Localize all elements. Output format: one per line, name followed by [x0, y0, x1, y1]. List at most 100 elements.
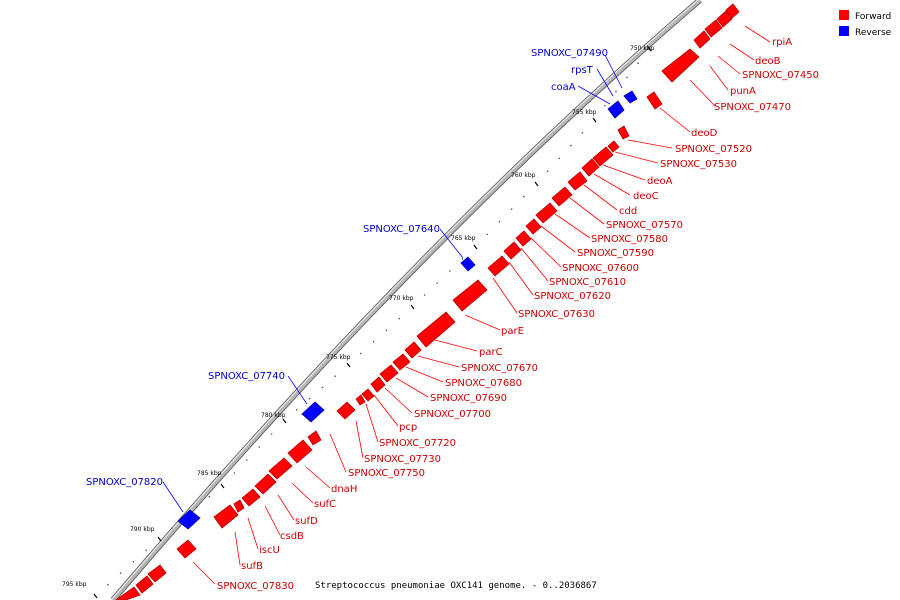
gene-arrow-forward[interactable]: [661, 48, 700, 83]
gene-arrow-forward[interactable]: [592, 146, 614, 167]
minor-tick: [581, 132, 584, 134]
minor-tick: [296, 409, 298, 411]
gene-arrow-reverse[interactable]: [301, 401, 325, 423]
gene-label[interactable]: sufC: [314, 499, 336, 510]
gene-label[interactable]: dnaH: [331, 484, 357, 495]
gene-arrow-forward[interactable]: [535, 202, 558, 224]
minor-tick: [208, 495, 211, 498]
gene-arrow-reverse[interactable]: [460, 256, 476, 272]
gene-label[interactable]: coaA: [551, 82, 576, 93]
gene-label[interactable]: punA: [730, 86, 756, 97]
gene-arrow-forward[interactable]: [617, 125, 630, 140]
gene-label[interactable]: SPNOXC_07740: [208, 371, 285, 382]
genome-backbone: [110, 0, 702, 600]
gene-arrow-forward[interactable]: [176, 539, 197, 559]
scale-tick-label: 750 kbp: [630, 45, 655, 52]
gene-arrow-forward[interactable]: [515, 230, 532, 247]
gene-arrow-forward[interactable]: [379, 364, 399, 383]
gene-arrow-forward[interactable]: [233, 499, 245, 513]
gene-label[interactable]: deoD: [691, 128, 718, 139]
gene-arrow-forward[interactable]: [551, 186, 573, 207]
gene-arrow-forward[interactable]: [704, 19, 723, 38]
gene-label[interactable]: SPNOXC_07750: [348, 468, 425, 479]
gene-arrow-forward[interactable]: [392, 353, 411, 371]
gene-label[interactable]: SPNOXC_07470: [714, 102, 791, 113]
gene-arrow-forward[interactable]: [693, 30, 711, 49]
gene-arrow-forward[interactable]: [115, 586, 141, 600]
gene-label[interactable]: sufB: [241, 561, 263, 572]
gene-arrow-forward[interactable]: [355, 394, 366, 406]
gene-label[interactable]: csdB: [280, 531, 304, 542]
gene-label[interactable]: SPNOXC_07720: [379, 438, 456, 449]
gene-label[interactable]: pcp: [399, 422, 417, 433]
gene-arrow-forward[interactable]: [254, 473, 277, 495]
gene-arrow-forward[interactable]: [307, 430, 322, 446]
gene-label[interactable]: SPNOXC_07630: [518, 309, 595, 320]
gene-label[interactable]: SPNOXC_07620: [534, 291, 611, 302]
gene-arrow-forward[interactable]: [716, 10, 733, 28]
gene-arrow-forward[interactable]: [213, 504, 239, 529]
gene-label[interactable]: SPNOXC_07600: [562, 263, 639, 274]
gene-arrow-forward[interactable]: [241, 488, 261, 507]
minor-tick: [132, 561, 135, 563]
gene-arrow-forward[interactable]: [452, 279, 488, 312]
gene-label[interactable]: deoB: [755, 56, 781, 67]
legend-label-reverse: Reverse: [855, 28, 892, 38]
gene-label[interactable]: parC: [479, 347, 503, 358]
gene-arrow-forward[interactable]: [268, 457, 293, 480]
gene-arrow-forward[interactable]: [567, 171, 588, 191]
gene-label[interactable]: SPNOXC_07450: [742, 70, 819, 81]
reverse-gene-labels: SPNOXC_07490 rpsT coaA SPNOXC_07640 SPNO…: [86, 48, 608, 488]
gene-arrow-forward[interactable]: [725, 3, 740, 19]
gene-arrow-reverse[interactable]: [177, 509, 201, 530]
gene-label[interactable]: iscU: [259, 545, 280, 556]
gene-label[interactable]: SPNOXC_07670: [461, 363, 538, 374]
gene-label[interactable]: deoC: [633, 191, 659, 202]
gene-label[interactable]: SPNOXC_07730: [364, 454, 441, 465]
minor-tick: [449, 270, 451, 272]
legend: Forward Reverse: [839, 10, 892, 38]
gene-arrow-forward[interactable]: [607, 140, 620, 153]
gene-arrow-forward[interactable]: [147, 564, 167, 583]
gene-label[interactable]: SPNOXC_07700: [414, 409, 491, 420]
minor-tick-dots: [107, 62, 639, 586]
gene-arrow-forward[interactable]: [581, 158, 600, 177]
gene-label[interactable]: SPNOXC_07520: [675, 144, 752, 155]
gene-label[interactable]: SPNOXC_07490: [531, 48, 608, 59]
forward-leader-lines: [192, 25, 771, 585]
gene-arrow-reverse[interactable]: [607, 100, 625, 119]
gene-label[interactable]: SPNOXC_07640: [363, 224, 440, 235]
gene-label[interactable]: SPNOXC_07580: [591, 234, 668, 245]
gene-arrow-reverse[interactable]: [623, 90, 638, 104]
gene-label[interactable]: rpsT: [571, 65, 594, 76]
gene-label[interactable]: parE: [501, 326, 524, 337]
gene-arrow-forward[interactable]: [287, 439, 313, 464]
gene-arrow-forward[interactable]: [503, 241, 522, 260]
minor-tick: [107, 583, 109, 586]
gene-label[interactable]: SPNOXC_07530: [660, 159, 737, 170]
gene-arrow-forward[interactable]: [416, 311, 456, 348]
gene-arrow-forward[interactable]: [361, 388, 375, 402]
gene-label[interactable]: rpiA: [772, 37, 792, 48]
gene-arrow-forward[interactable]: [487, 255, 510, 277]
gene-arrow-forward[interactable]: [336, 401, 356, 420]
scale-tick-label: 780 kbp: [261, 412, 286, 419]
gene-arrow-forward[interactable]: [135, 575, 154, 594]
gene-label[interactable]: cdd: [619, 206, 637, 217]
gene-label[interactable]: SPNOXC_07690: [430, 393, 507, 404]
scale-tick-label: 755 kbp: [572, 109, 597, 116]
forward-gene-labels: rpiA deoB SPNOXC_07450 punA SPNOXC_07470…: [217, 37, 819, 592]
gene-arrow-forward[interactable]: [404, 341, 422, 359]
gene-label[interactable]: SPNOXC_07680: [445, 378, 522, 389]
gene-label[interactable]: SPNOXC_07830: [217, 581, 294, 592]
gene-label[interactable]: deoA: [647, 176, 673, 187]
gene-label[interactable]: SPNOXC_07610: [549, 277, 626, 288]
gene-label[interactable]: sufD: [295, 516, 318, 527]
gene-arrow-forward[interactable]: [370, 376, 386, 393]
gene-arrow-forward[interactable]: [646, 91, 663, 110]
gene-label[interactable]: SPNOXC_07570: [606, 220, 683, 231]
gene-label[interactable]: SPNOXC_07590: [577, 248, 654, 259]
gene-arrow-forward[interactable]: [525, 218, 542, 235]
gene-label[interactable]: SPNOXC_07820: [86, 477, 163, 488]
